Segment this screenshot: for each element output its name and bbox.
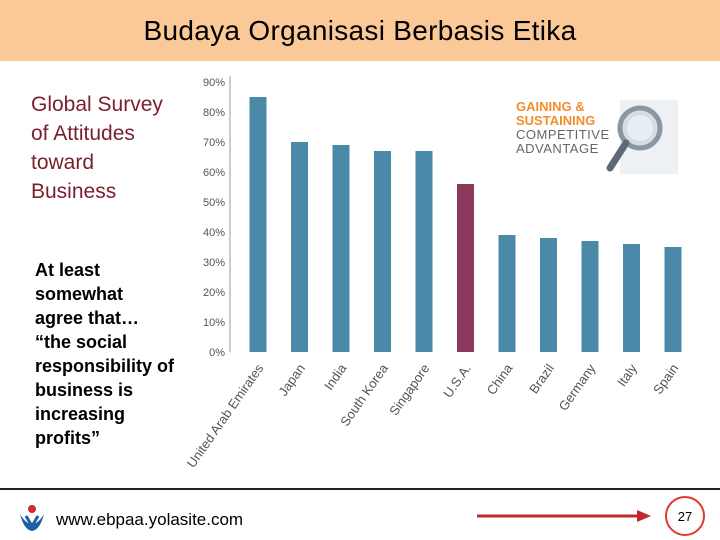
bar [581, 241, 599, 352]
x-category-label: Japan [275, 361, 308, 399]
arrow-right-icon [477, 510, 651, 522]
footer-url[interactable]: www.ebpaa.yolasite.com [56, 510, 244, 529]
y-tick-label: 50% [203, 197, 225, 209]
bar [374, 151, 391, 352]
bar [540, 238, 557, 352]
y-tick-label: 60% [203, 167, 225, 179]
bar-chart: 0% 10% 20% 30% 40% 50% 60% 70% 80% 90% United Arab… [184, 76, 682, 470]
x-category-label: United Arab Emirates [184, 361, 267, 470]
chart-heading: Global Survey of Attitudes toward Busine… [31, 93, 163, 203]
bar [457, 184, 474, 352]
bar [498, 235, 516, 352]
bar [291, 142, 308, 352]
y-tick-label: 20% [203, 287, 225, 299]
logo-line-1: GAINING & [516, 99, 585, 114]
y-tick-label: 0% [209, 347, 225, 359]
magnifying-glass-icon [606, 100, 678, 174]
x-category-label: Spain [650, 361, 681, 397]
organization-logo-icon [20, 505, 44, 531]
bar [332, 145, 350, 352]
x-category-label: U.S.A. [440, 361, 474, 400]
x-category-label: China [484, 360, 516, 397]
bar [415, 151, 433, 352]
logo-line-4: ADVANTAGE [516, 141, 599, 156]
logo-line-2: SUSTAINING [516, 113, 596, 128]
y-tick-label: 70% [203, 137, 225, 149]
bar [664, 247, 682, 352]
logo-line-3: COMPETITIVE [516, 127, 610, 142]
y-tick-label: 40% [203, 227, 225, 239]
bar [249, 97, 267, 352]
y-tick-label: 10% [203, 317, 225, 329]
competitive-advantage-logo: GAINING & SUSTAINING COMPETITIVE ADVANTA… [516, 100, 610, 156]
x-category-label: Singapore [386, 361, 432, 418]
x-category-label: Italy [614, 361, 640, 390]
x-category-label: Brazil [526, 361, 557, 396]
x-category-label: India [321, 360, 350, 392]
chart-subtext: At least somewhat agree that… “the socia… [35, 260, 175, 448]
y-tick-label: 90% [203, 77, 225, 89]
title-band: Budaya Organisasi Berbasis Etika [0, 0, 720, 61]
page-number: 27 [665, 496, 705, 536]
slide-title: Budaya Organisasi Berbasis Etika [143, 14, 577, 46]
x-category-label: Germany [556, 361, 599, 414]
y-tick-label: 30% [203, 257, 225, 269]
y-tick-label: 80% [203, 107, 225, 119]
footer-divider [0, 488, 720, 490]
bar [623, 244, 640, 352]
